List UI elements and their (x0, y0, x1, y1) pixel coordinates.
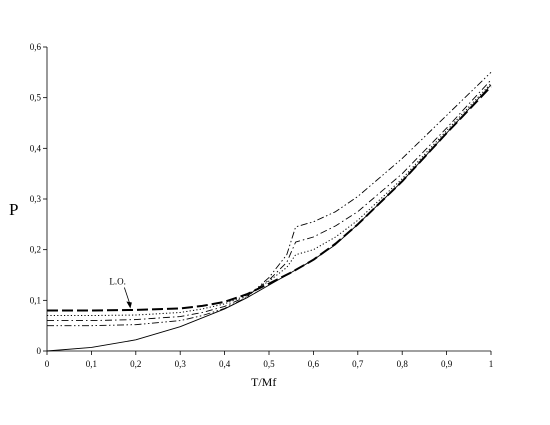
x-tick-label: 0,6 (308, 359, 320, 369)
y-axis-label: P (9, 200, 18, 219)
series-line-long-dash (47, 85, 492, 312)
y-tick-label: 0 (37, 346, 42, 356)
x-tick-label: 0,7 (352, 359, 364, 369)
y-tick-label: 0,6 (30, 42, 42, 52)
x-tick-label: 0,8 (397, 359, 409, 369)
series-line-dash-dot-dot (47, 72, 492, 327)
x-tick-label: 0,9 (441, 359, 453, 369)
y-tick-label: 0,1 (30, 295, 41, 305)
series-line-dash-dot (47, 79, 492, 322)
y-tick-label: 0,2 (30, 245, 41, 255)
y-tick-label: 0,3 (30, 194, 42, 204)
y-tick-label: 0,4 (30, 143, 42, 153)
annotation-label: L.O. (109, 276, 126, 286)
y-tick-label: 0,5 (30, 93, 42, 103)
annotation-layer: L.O. (109, 276, 132, 309)
x-tick-label: 0 (45, 359, 50, 369)
x-tick-label: 0,1 (86, 359, 97, 369)
x-axis-label: T/Mf (251, 375, 276, 389)
annotation-arrow-head (126, 301, 132, 309)
series-layer (46, 72, 492, 352)
x-tick-label: 0,2 (130, 359, 141, 369)
x-tick-label: 1 (489, 359, 494, 369)
axes: 0 0,1 0,2 0,3 0,4 0,5 0,6 0,7 0,8 0,9 1 0 0,1 0,2 0,3 0… (30, 42, 494, 369)
x-tick-label: 0,3 (175, 359, 187, 369)
x-tick-label: 0,5 (263, 359, 275, 369)
x-tick-label: 0,4 (219, 359, 231, 369)
axis-labels: P T/Mf (9, 200, 276, 389)
